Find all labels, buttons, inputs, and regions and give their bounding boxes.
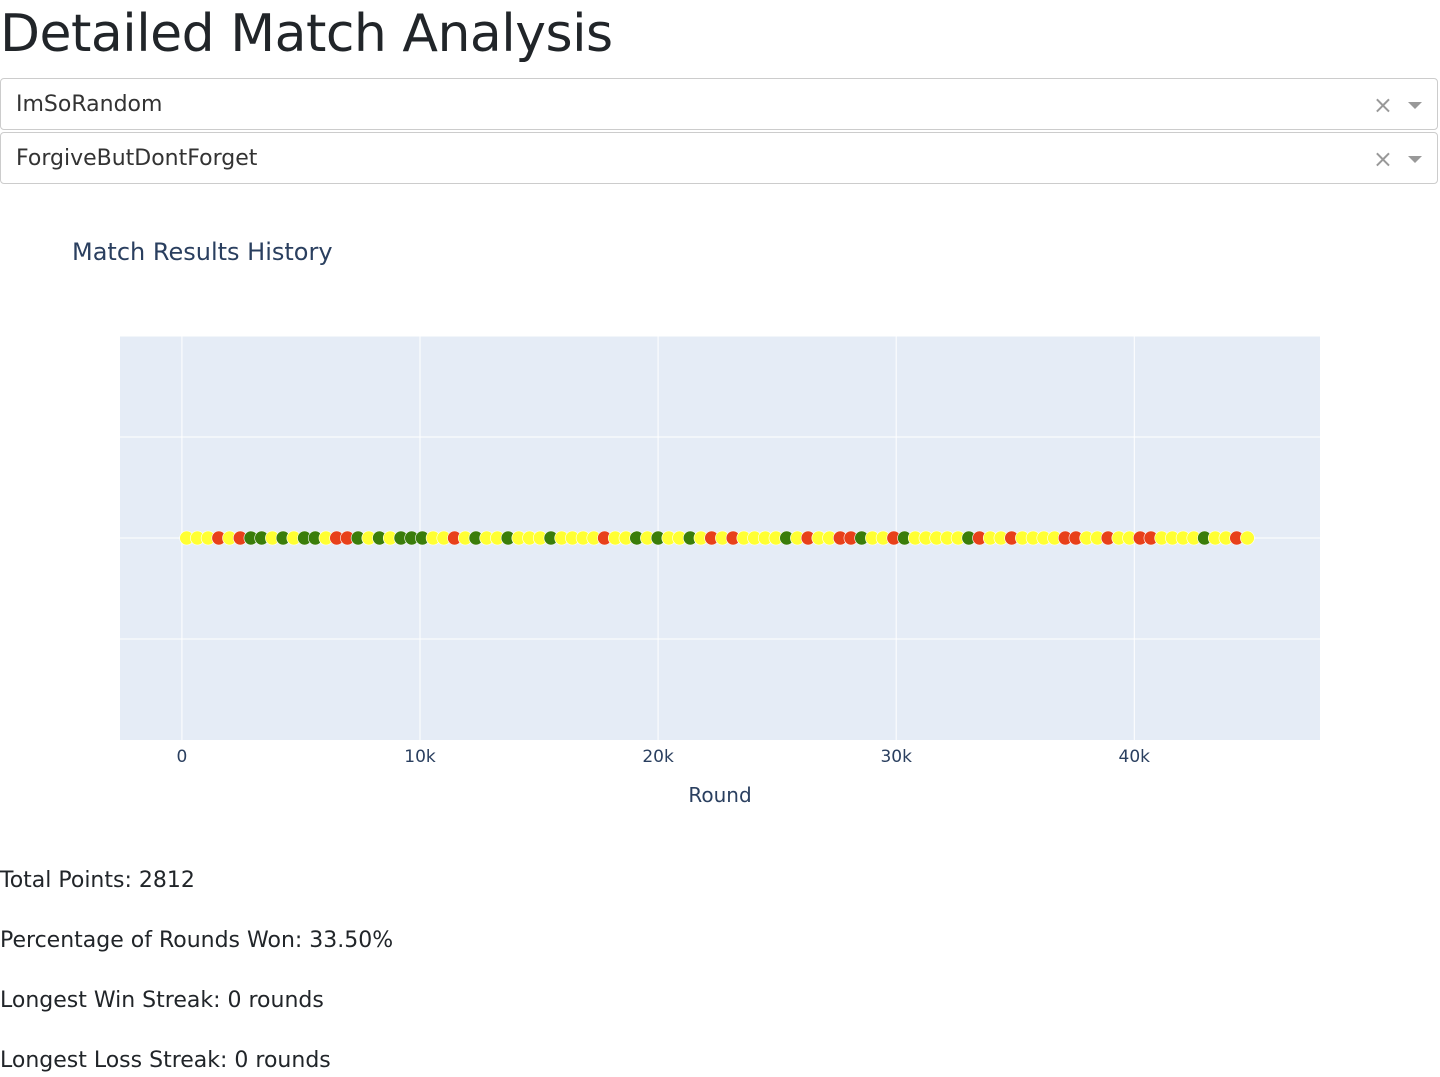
longest-loss-streak-text: Longest Loss Streak: 0 rounds	[0, 1048, 331, 1073]
data-markers	[179, 530, 1255, 546]
player-two-dropdown[interactable]: ForgiveButDontForget ×	[0, 132, 1438, 184]
page-title: Detailed Match Analysis	[0, 4, 613, 64]
match-results-chart: Match Results History 0 10k 20k 30k 40k Roun…	[72, 238, 1320, 807]
x-axis-label: Round	[688, 783, 751, 807]
x-axis-tick-labels: 0 10k 20k 30k 40k	[176, 747, 1150, 767]
win-percentage-text: Percentage of Rounds Won: 33.50%	[0, 928, 394, 953]
total-points-text: Total Points: 2812	[0, 868, 195, 893]
x-tick-label: 30k	[880, 747, 912, 767]
match-results-chart-container: Match Results History 0 10k 20k 30k 40k Roun…	[0, 200, 1440, 820]
x-tick-label: 20k	[642, 747, 674, 767]
data-point-draw[interactable]	[1240, 530, 1255, 546]
chart-title: Match Results History	[72, 238, 333, 266]
player-one-dropdown[interactable]: ImSoRandom ×	[0, 78, 1438, 130]
player-two-selected-value: ForgiveButDontForget	[16, 146, 258, 171]
close-icon[interactable]: ×	[1372, 145, 1393, 173]
player-one-selected-value: ImSoRandom	[16, 92, 163, 117]
close-icon[interactable]: ×	[1372, 91, 1393, 119]
x-tick-label: 40k	[1119, 747, 1151, 767]
x-tick-label: 0	[176, 747, 187, 767]
caret-down-icon[interactable]	[1408, 156, 1422, 163]
caret-down-icon[interactable]	[1408, 102, 1422, 109]
x-tick-label: 10k	[404, 747, 436, 767]
longest-win-streak-text: Longest Win Streak: 0 rounds	[0, 988, 324, 1013]
